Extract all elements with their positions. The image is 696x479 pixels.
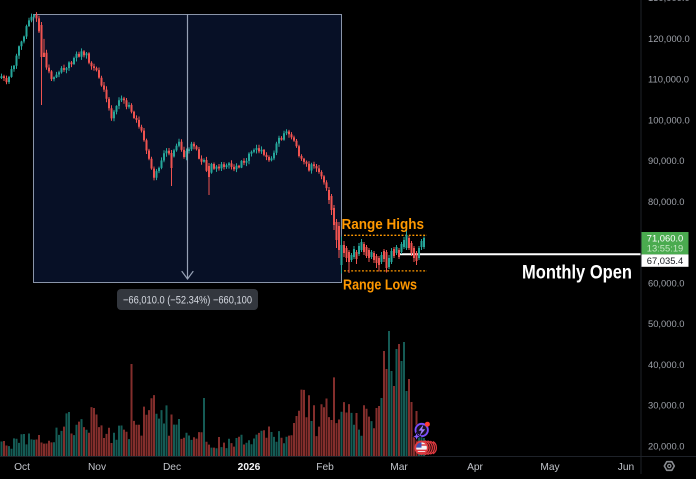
svg-text:60,000.0: 60,000.0 xyxy=(648,277,685,288)
svg-text:110,000.0: 110,000.0 xyxy=(648,74,689,85)
svg-text:130,000.0: 130,000.0 xyxy=(648,0,690,3)
svg-text:20,000.0: 20,000.0 xyxy=(648,440,685,451)
svg-text:Jun: Jun xyxy=(618,462,634,473)
svg-text:Apr: Apr xyxy=(467,462,483,473)
svg-text:−66,010.0 (−52.34%) −660,100: −66,010.0 (−52.34%) −660,100 xyxy=(123,295,252,307)
svg-text:Mar: Mar xyxy=(390,462,408,473)
svg-text:Nov: Nov xyxy=(88,462,107,473)
svg-text:50,000.0: 50,000.0 xyxy=(648,318,685,329)
svg-text:67,035.4: 67,035.4 xyxy=(647,255,684,266)
svg-text:Range Lows: Range Lows xyxy=(343,276,417,293)
svg-text:Oct: Oct xyxy=(14,462,30,473)
svg-text:Monthly Open: Monthly Open xyxy=(522,261,632,283)
svg-text:71,060.0: 71,060.0 xyxy=(647,233,684,244)
svg-text:13:55:19: 13:55:19 xyxy=(647,243,684,254)
svg-text:2026: 2026 xyxy=(238,462,261,473)
svg-text:30,000.0: 30,000.0 xyxy=(648,400,685,411)
svg-text:Dec: Dec xyxy=(163,462,181,473)
svg-text:90,000.0: 90,000.0 xyxy=(648,155,685,166)
svg-text:120,000.0: 120,000.0 xyxy=(648,33,690,44)
svg-text:Feb: Feb xyxy=(316,462,334,473)
svg-text:80,000.0: 80,000.0 xyxy=(648,196,685,207)
svg-text:40,000.0: 40,000.0 xyxy=(648,359,685,370)
svg-text:May: May xyxy=(540,462,560,473)
svg-text:Range Highs: Range Highs xyxy=(342,216,425,233)
svg-text:100,000.0: 100,000.0 xyxy=(648,114,690,125)
